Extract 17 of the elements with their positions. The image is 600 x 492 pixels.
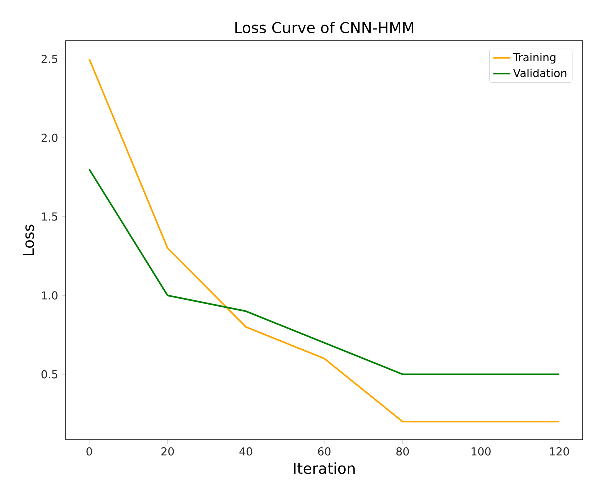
legend-label: Training	[513, 53, 556, 64]
x-tick-label: 100	[472, 448, 491, 456]
x-tick-label: 40	[240, 448, 252, 456]
x-axis-title: Iteration	[294, 462, 355, 474]
chart-title: Loss Curve of CNN-HMM	[236, 22, 414, 34]
legend-label: Validation	[513, 68, 567, 78]
y-tick-label: 1.0	[42, 292, 58, 300]
y-tick-label: 0.5	[42, 370, 58, 379]
y-axis-title: Loss	[23, 224, 34, 256]
x-tick-label: 0	[86, 448, 92, 456]
y-tick-label: 1.5	[42, 212, 58, 221]
y-tick-label: 2.5	[42, 55, 58, 64]
x-tick-label: 120	[550, 448, 570, 456]
x-tick-label: 20	[162, 448, 174, 456]
x-tick-label: 80	[396, 448, 410, 456]
y-tick-label: 2.0	[42, 134, 58, 142]
x-tick-label: 60	[318, 448, 331, 456]
